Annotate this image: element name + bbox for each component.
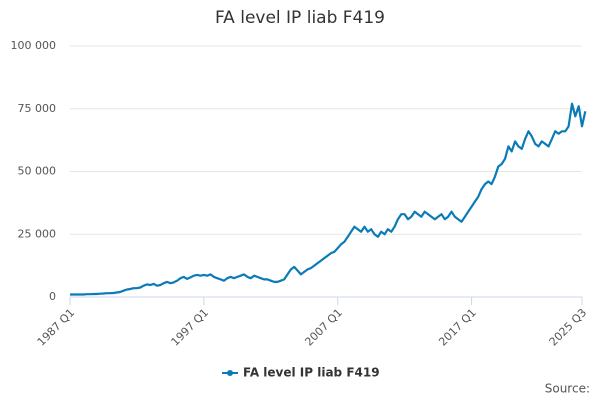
- y-tick-label: 25 000: [18, 227, 57, 240]
- series-line: [70, 102, 587, 296]
- x-tick-label: 1997 Q1: [169, 306, 212, 349]
- x-tick-label: 2025 Q3: [547, 306, 590, 349]
- legend-marker: [227, 370, 233, 376]
- y-tick-label: 50 000: [18, 165, 57, 178]
- legend-label: FA level IP liab F419: [243, 366, 380, 380]
- x-tick-label: 1987 Q1: [35, 306, 78, 349]
- x-tick-label: 2007 Q1: [302, 306, 345, 349]
- y-tick-label: 75 000: [18, 102, 57, 115]
- y-tick-label: 100 000: [11, 39, 57, 52]
- y-tick-label: 0: [49, 290, 56, 303]
- x-tick-label: 2017 Q1: [436, 306, 479, 349]
- chart-title: FA level IP liab F419: [215, 8, 385, 28]
- source: Source:: [545, 382, 590, 396]
